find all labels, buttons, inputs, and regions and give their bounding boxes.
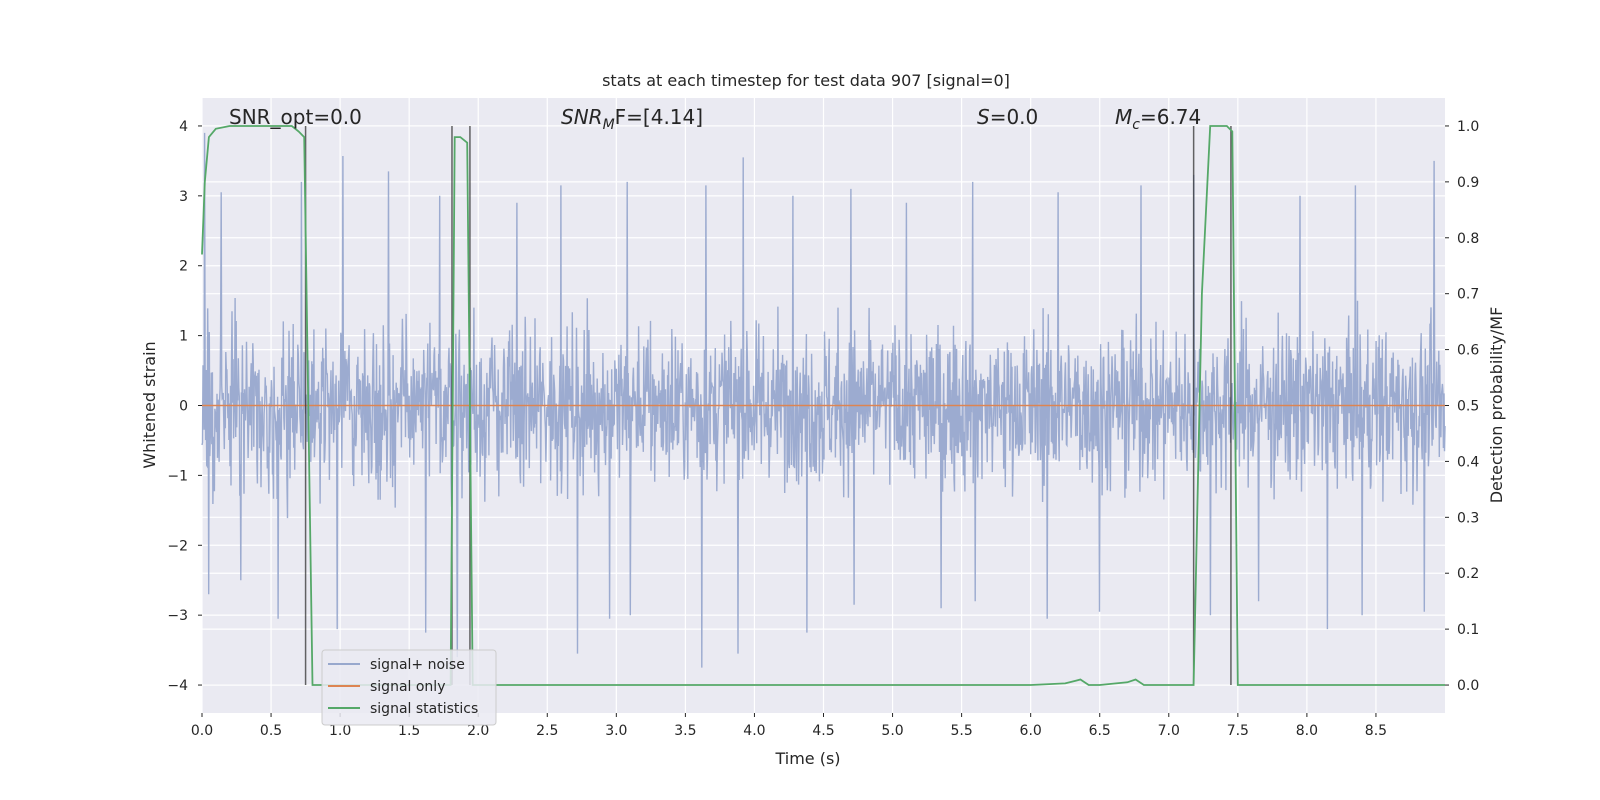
y2-tick-label: 0.3 [1457,510,1479,526]
x-tick-label: 0.5 [260,723,282,739]
annotation-snr-mf: SNRMF=[4.14] [561,105,703,133]
y2-tick-label: 0.2 [1457,566,1479,582]
annotation-snr-mf-base: SNR [561,105,603,129]
y2-tick-label: 0.0 [1457,678,1479,694]
y-tick-label: 1 [179,329,188,345]
legend-label-signal-statistics: signal statistics [370,701,478,717]
series-signal-statistics [201,125,1445,686]
ticks: 0.0 0.5 1.0 1.5 2.0 2.5 3.0 3.5 4.0 4.5 5.0 5.5 6.0 6… [167,119,1479,739]
x-tick-label: 3.5 [674,723,696,739]
x-tick-label: 7.0 [1158,723,1180,739]
legend-label-signal-noise: signal+ noise [370,657,465,673]
y-tick-label: 0 [179,399,188,415]
y2-tick-label: 0.4 [1457,454,1479,470]
y2-tick-label: 0.7 [1457,287,1479,303]
annotation-mc-rest: =6.74 [1140,105,1201,129]
annotation-snr-opt: SNR_opt=0.0 [229,105,362,129]
y2-axis-label: Detection probability/MF [1487,307,1506,504]
x-tick-label: 5.5 [950,723,972,739]
x-tick-label: 4.5 [812,723,834,739]
y-axis-label: Whitened strain [140,341,159,468]
series-layer [201,125,1446,686]
x-tick-label: 4.0 [743,723,765,739]
y-tick-label: 4 [179,119,188,135]
annotation-mc: Mc=6.74 [1115,105,1201,133]
y-tick-label: −4 [167,678,188,694]
annotation-s: S=0.0 [977,105,1038,129]
annotation-mc-sub: c [1132,117,1140,133]
annotation-snr-mf-sub: M [603,117,615,133]
y2-tick-label: 1.0 [1457,119,1479,135]
annotation-mc-base: M [1115,105,1132,129]
y2-tick-label: 0.9 [1457,175,1479,191]
x-tick-label: 6.5 [1089,723,1111,739]
x-tick-label: 2.5 [536,723,558,739]
x-tick-label: 1.0 [329,723,351,739]
y2-tick-label: 0.1 [1457,622,1479,638]
x-tick-label: 2.0 [467,723,489,739]
y2-tick-label: 0.8 [1457,231,1479,247]
y-tick-label: 2 [179,259,188,275]
chart-title: stats at each timestep for test data 907… [602,71,1010,90]
x-tick-label: 8.5 [1365,723,1387,739]
annotations: SNR_opt=0.0 SNRMF=[4.14] S=0.0 Mc=6.74 [229,105,1201,133]
y2-tick-label: 0.6 [1457,343,1479,359]
annotation-snr-mf-rest: F=[4.14] [615,105,703,129]
y-tick-label: −1 [167,468,188,484]
y2-tick-label: 0.5 [1457,399,1479,415]
x-tick-label: 1.5 [398,723,420,739]
y-tick-label: −3 [167,608,188,624]
legend-box [321,649,497,726]
x-tick-label: 7.5 [1227,723,1249,739]
x-tick-label: 6.0 [1020,723,1042,739]
annotation-s-var: S [977,105,990,129]
x-tick-label: 8.0 [1296,723,1318,739]
legend: signal+ noise signal only signal statist… [321,649,497,726]
x-tick-label: 5.0 [881,723,903,739]
series-signal-noise [201,132,1446,668]
legend-label-signal-only: signal only [370,679,445,695]
x-tick-label: 3.0 [605,723,627,739]
x-tick-label: 0.0 [191,723,213,739]
annotation-s-rest: =0.0 [990,105,1039,129]
y-tick-label: 3 [179,189,188,205]
y-tick-label: −2 [167,538,188,554]
x-axis-label: Time (s) [774,749,840,768]
